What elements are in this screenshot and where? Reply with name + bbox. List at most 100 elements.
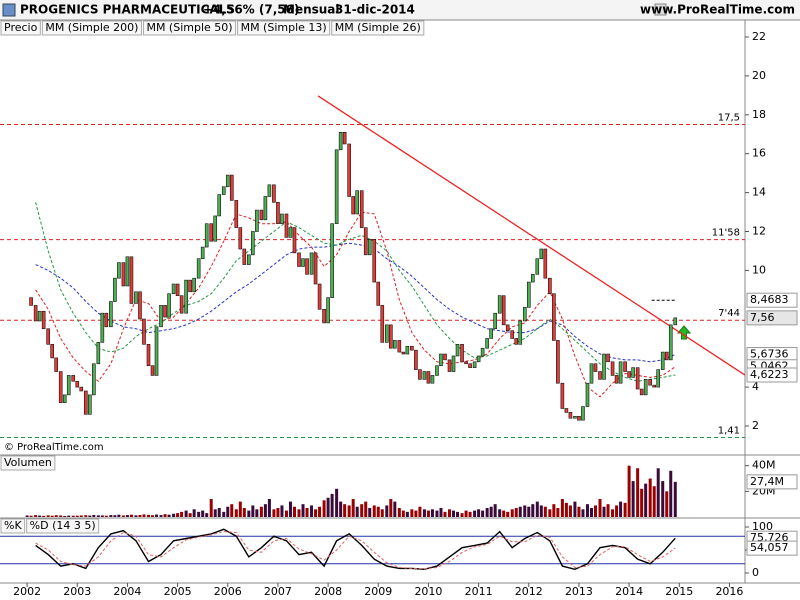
candle-body <box>309 252 314 275</box>
volume-bar <box>50 515 54 517</box>
volume-bar <box>577 506 581 517</box>
candle-body <box>548 277 552 295</box>
candle-body <box>535 258 540 275</box>
candle-body <box>397 340 402 353</box>
candle-body <box>175 283 180 296</box>
menu-icon[interactable] <box>2 3 16 17</box>
candle-body <box>577 415 581 421</box>
volume-bar <box>439 508 443 517</box>
volume-bar <box>180 511 184 517</box>
candle-body <box>75 380 80 388</box>
candle-body <box>138 291 142 320</box>
volume-bar <box>330 493 334 517</box>
x-tick-label: 2016 <box>715 585 743 598</box>
volume-bar <box>636 468 640 517</box>
volume-bar <box>468 511 472 517</box>
candle-body <box>347 143 351 197</box>
candle-body <box>196 258 201 279</box>
level-label: 17,5 <box>718 113 740 124</box>
candle-body <box>284 213 289 238</box>
volume-bar <box>389 499 393 517</box>
candle-body <box>204 223 209 248</box>
volume-bar <box>238 501 242 517</box>
volume-bar <box>29 515 33 517</box>
level-label: 11'58 <box>712 228 740 239</box>
candle-body <box>367 238 372 256</box>
candle-body <box>159 305 163 328</box>
volume-bar <box>71 515 75 517</box>
volume-bar <box>514 508 518 517</box>
candle-body <box>664 351 669 361</box>
volume-bar <box>125 515 129 517</box>
volume-bar <box>226 506 230 517</box>
candle-body <box>342 132 347 145</box>
price-tag-label: 7,56 <box>750 311 775 324</box>
volume-bar <box>129 514 133 517</box>
header-bar <box>0 0 800 20</box>
volume-bar <box>25 515 29 517</box>
volume-bar <box>209 499 213 517</box>
y-tick-label: 14 <box>752 186 766 199</box>
volume-bar <box>506 511 510 517</box>
candle-body <box>251 231 255 256</box>
volume-bar <box>297 509 301 517</box>
candle-body <box>154 326 159 376</box>
candle-body <box>330 223 334 298</box>
volume-bar <box>606 504 610 517</box>
volume-bar <box>665 491 669 517</box>
volume-bar <box>201 510 205 517</box>
volume-bar <box>335 488 339 517</box>
moving-average <box>35 211 676 398</box>
candle-body <box>46 328 50 345</box>
volume-bar <box>527 506 531 517</box>
candle-body <box>234 200 239 228</box>
x-tick-label: 2008 <box>314 585 342 598</box>
volume-bar <box>121 515 125 517</box>
candle-body <box>414 349 418 370</box>
legend-box <box>0 518 26 534</box>
candle-body <box>543 248 548 279</box>
candle-body <box>652 384 656 388</box>
volume-bar <box>368 508 372 517</box>
candle-body <box>33 305 38 322</box>
candle-body <box>643 379 648 396</box>
candle-body <box>393 340 397 349</box>
volume-bar <box>619 501 623 517</box>
candle-body <box>439 353 443 367</box>
volume-bar <box>602 506 606 517</box>
volume-bar <box>176 513 180 517</box>
volume-bar <box>648 478 652 517</box>
volume-bar <box>288 501 292 517</box>
candle-body <box>639 388 644 396</box>
candle-body <box>426 371 431 384</box>
candle-body <box>247 254 251 265</box>
legend-entry: MM (Simple 13) <box>241 21 327 34</box>
candle-body <box>384 324 389 343</box>
volume-bar <box>280 505 284 517</box>
candle-body <box>660 351 665 370</box>
candle-body <box>610 361 615 376</box>
candle-body <box>242 248 247 265</box>
volume-bar <box>42 515 46 517</box>
window-icon[interactable] <box>654 3 667 16</box>
candle-body <box>530 273 535 283</box>
candle-body <box>480 347 485 357</box>
volume-bar <box>531 504 535 517</box>
volume-bar <box>213 509 217 517</box>
candle-body <box>648 379 652 386</box>
volume-bar <box>385 505 389 517</box>
volume-bar <box>452 510 456 517</box>
candle-body <box>209 223 214 242</box>
volume-bar <box>75 515 79 517</box>
candle-body <box>618 361 623 384</box>
candle-body <box>585 382 590 407</box>
candle-body <box>225 174 230 188</box>
volume-bar <box>414 510 418 517</box>
oscillator-line <box>35 528 676 571</box>
candle-body <box>50 344 54 359</box>
volume-bar <box>79 515 83 517</box>
candle-body <box>606 353 610 363</box>
volume-bar <box>151 515 155 517</box>
legend-entry: Volumen <box>4 456 52 469</box>
